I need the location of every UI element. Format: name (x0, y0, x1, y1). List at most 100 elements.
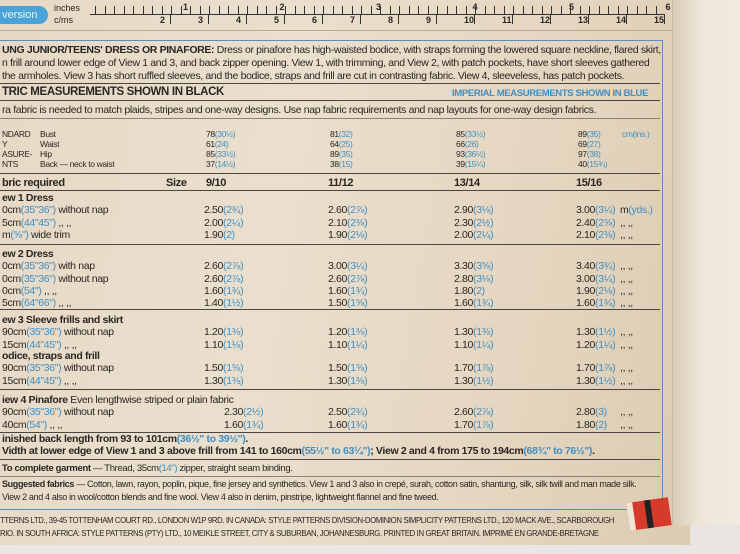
section-title: odice, straps and frill (2, 350, 100, 362)
fabric-width-label: 90cm(35"36") without nap (2, 406, 114, 418)
ruler-cm-number: 12 (540, 15, 551, 25)
yardage-value: 1.20(1¼) (576, 339, 616, 351)
ruler-tick (437, 6, 438, 14)
yardage-value: 1.40(1½) (204, 297, 244, 309)
metric-yardage: 1.10 (454, 338, 474, 351)
imperial-value: (38) (586, 149, 601, 159)
ruler-cm-number: 4 (236, 15, 242, 25)
ruler-cm-tick (664, 15, 665, 24)
ruler-tick (408, 6, 410, 14)
imperial-yardage: (3⅝) (473, 260, 494, 273)
layout-note: without nap (55, 204, 109, 217)
size-column-header: 13/14 (454, 177, 480, 189)
ruler: version inches c/ms 2 3 4 5 6 7 8 9 10 11 12 13 14 15… (0, 0, 672, 31)
imperial-heading: IMPERIAL MEASUREMENTS SHOWN IN BLUE (452, 88, 649, 99)
divider (0, 244, 660, 245)
metric-yardage: 2.90 (454, 204, 474, 217)
ruler-tick (180, 6, 182, 14)
imperial-width: (35"36") (26, 362, 62, 375)
background-cloth (0, 545, 740, 554)
section-heading: ew 2 Dress (2, 248, 54, 260)
imperial-yardage: (1⅜) (347, 326, 368, 339)
metric-heading: TRIC MEASUREMENTS SHOWN IN BLACK (2, 86, 224, 98)
yardage-value: 2.50(2¾) (328, 406, 368, 419)
ruler-cm-tick (360, 15, 361, 24)
ruler-inch-number: 4 (472, 2, 478, 12)
text: inished back length from 93 to 101cm (2, 433, 177, 445)
metric-width: 90cm (2, 362, 27, 375)
metric-value: 89 (330, 149, 339, 159)
ruler-tick (380, 6, 381, 14)
text: ; View 2 and 4 from 175 to 194cm (370, 445, 524, 457)
finished-width: Vidth at lower edge of View 1 and 3 abov… (2, 445, 595, 457)
ruler-tick (361, 6, 362, 14)
size-label: NTS (2, 159, 18, 169)
ruler-tick (332, 6, 334, 14)
imperial-width: (35"36") (20, 260, 56, 273)
section-heading: odice, straps and frill (2, 350, 100, 362)
yardage-value: 1.30(1½) (576, 374, 616, 387)
metric-width: m (2, 228, 11, 241)
measurement-value: 61(24) (206, 139, 229, 149)
unit-label: ,, ,, (620, 339, 633, 351)
ruler-inch-number: 3 (376, 2, 382, 12)
imperial-yardage: (2¾) (347, 406, 368, 419)
ruler-tick (285, 6, 286, 14)
metric-yardage: 1.30 (576, 374, 596, 387)
unit-label: ,, ,, (620, 406, 633, 418)
size-label: ASURE- (2, 149, 33, 159)
imperial-yardage: (3⅛) (473, 272, 494, 285)
layout-note: without nap (61, 406, 114, 419)
inches-label: inches (54, 3, 81, 13)
yardage-value: 2.60(2⅞) (454, 406, 494, 418)
ruler-cm-number: 14 (616, 15, 627, 25)
unit-metric: ,, ,, (620, 362, 633, 375)
imperial-yardage: (3¾) (595, 260, 616, 273)
ruler-tick (655, 6, 657, 14)
measurement-label: Bust (40, 129, 56, 139)
yardage-value: 2.60(2⅞) (328, 204, 368, 216)
tape-label (626, 497, 672, 531)
metric-yardage: 1.30 (328, 374, 348, 387)
ruler-tick (247, 6, 248, 14)
metric-width: 90cm (2, 406, 27, 419)
imperial-value: (35) (586, 129, 601, 139)
ruler-inch-number: 1 (183, 2, 189, 12)
pattern-title: UNG JUNIOR/TEENS' DRESS OR PINAFORE: (2, 44, 215, 56)
measurement-value: 78(30½) (206, 130, 236, 139)
yardage-value: 1.90(2) (204, 229, 235, 241)
divider (0, 118, 660, 119)
unit-metric: ,, ,, (620, 338, 633, 351)
unit-metric: ,, ,, (620, 418, 633, 431)
size-column-header: 15/16 (576, 177, 602, 189)
imperial-value: (24) (214, 139, 229, 149)
measurement-value: 85(33½) (206, 150, 236, 159)
unit-metric: ,, ,, (620, 216, 633, 229)
yardage-value: 2.60(2⅞) (204, 273, 244, 285)
imperial-yardage: (1⅝) (347, 297, 368, 310)
metric-yardage: 2.10 (576, 228, 596, 241)
yardage-value: 1.10(1¼) (454, 338, 494, 351)
yardage-value: 1.90(2⅛) (328, 229, 368, 241)
yardage-value: 1.70(1⅞) (454, 362, 494, 374)
imperial-width: (54") (20, 284, 42, 297)
unit-imperial: (yds.) (628, 204, 653, 217)
imperial-value: (27) (586, 139, 601, 149)
imperial-value: (15¼) (464, 159, 486, 169)
imperial-yardage: (2⅞) (223, 260, 244, 273)
yardage-value: 1.30(1⅜) (454, 326, 494, 338)
section-heading: iew 4 Pinafore Even lengthwise striped o… (2, 394, 234, 406)
imperial-value: (26) (464, 139, 479, 149)
yardage-value: 1.60(1¾) (454, 297, 494, 309)
yardage-value: 1.60(1¾) (328, 285, 368, 297)
yardage-value: 1.30(1⅜) (204, 375, 244, 387)
layout-note: ,, ,, (61, 338, 77, 351)
ruler-cm-number: 5 (274, 15, 280, 25)
imperial-yardage: (2¼) (223, 216, 244, 229)
ruler-cm-tick (474, 15, 475, 24)
yardage-value: 1.50(1⅝) (328, 297, 368, 310)
ruler-tick (522, 6, 524, 14)
metric-yardage: 1.60 (224, 418, 244, 431)
ruler-tick (294, 6, 296, 14)
divider (0, 309, 660, 310)
